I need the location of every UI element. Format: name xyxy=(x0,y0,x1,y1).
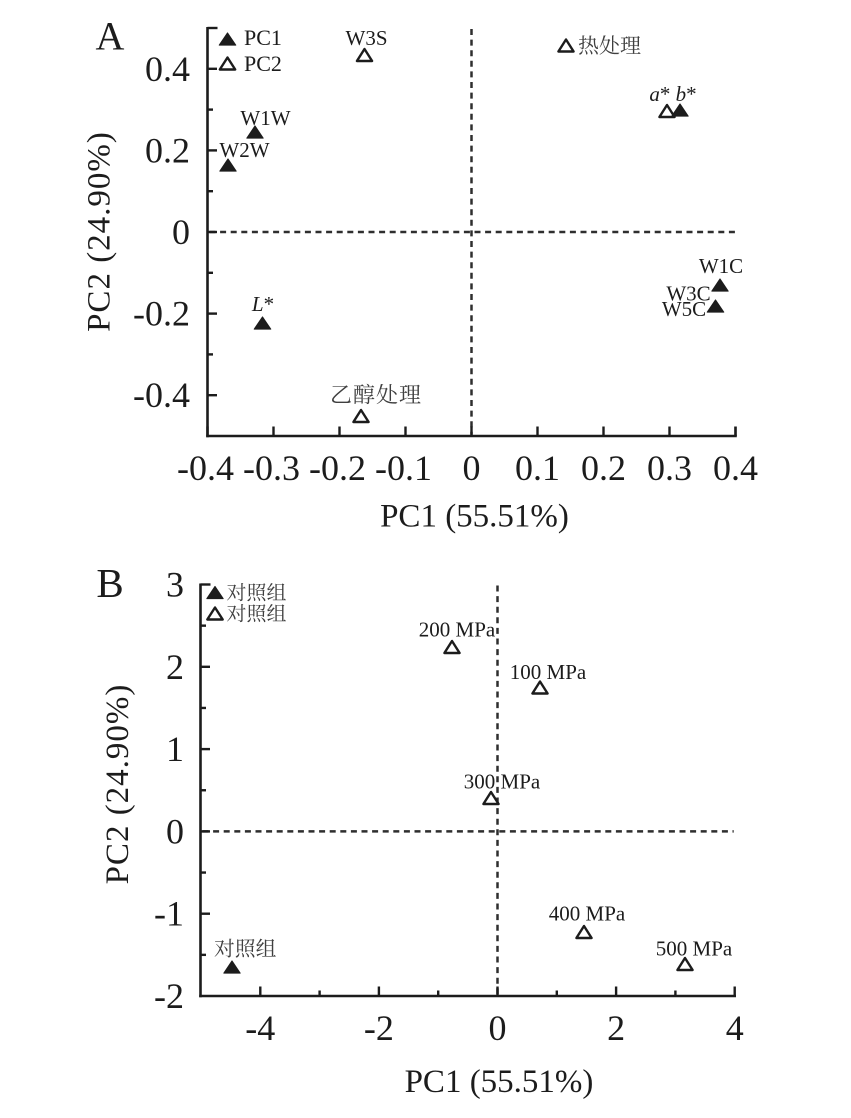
svg-text:0.2: 0.2 xyxy=(581,448,626,488)
svg-text:1: 1 xyxy=(166,729,184,769)
svg-text:0: 0 xyxy=(463,448,481,488)
svg-text:3: 3 xyxy=(166,565,184,605)
svg-text:-0.2: -0.2 xyxy=(133,294,190,334)
svg-text:L*: L* xyxy=(251,292,274,316)
svg-text:PC1 (55.51%): PC1 (55.51%) xyxy=(405,1064,594,1100)
svg-text:4: 4 xyxy=(726,1008,744,1048)
svg-text:B: B xyxy=(96,560,123,606)
svg-text:-1: -1 xyxy=(154,894,184,934)
svg-text:400 MPa: 400 MPa xyxy=(549,902,626,926)
svg-text:PC2: PC2 xyxy=(244,51,282,76)
svg-text:PC2 (24.90%): PC2 (24.90%) xyxy=(82,131,118,332)
svg-text:0.3: 0.3 xyxy=(647,448,692,488)
svg-text:PC1 (55.51%): PC1 (55.51%) xyxy=(380,499,569,535)
svg-text:0: 0 xyxy=(489,1008,507,1048)
svg-text:0.4: 0.4 xyxy=(713,448,758,488)
svg-text:PC2 (24.90%): PC2 (24.90%) xyxy=(100,684,136,885)
svg-text:300 MPa: 300 MPa xyxy=(464,770,541,794)
svg-text:-0.4: -0.4 xyxy=(177,448,234,488)
svg-text:0.1: 0.1 xyxy=(515,448,560,488)
svg-text:A: A xyxy=(96,14,125,59)
svg-text:-0.2: -0.2 xyxy=(309,448,366,488)
svg-text:0.2: 0.2 xyxy=(145,130,190,170)
svg-text:500 MPa: 500 MPa xyxy=(656,937,733,961)
svg-text:W2W: W2W xyxy=(219,138,269,162)
svg-text:0: 0 xyxy=(166,811,184,851)
svg-text:2: 2 xyxy=(166,647,184,687)
svg-text:0: 0 xyxy=(172,212,190,252)
svg-text:PC1: PC1 xyxy=(244,25,282,50)
svg-text:-0.1: -0.1 xyxy=(375,448,432,488)
svg-text:-0.3: -0.3 xyxy=(243,448,300,488)
svg-text:-2: -2 xyxy=(154,976,184,1016)
svg-text:-4: -4 xyxy=(245,1008,275,1048)
svg-text:W1W: W1W xyxy=(240,106,290,130)
svg-text:a* b*: a* b* xyxy=(649,82,696,106)
svg-text:100 MPa: 100 MPa xyxy=(510,660,587,684)
svg-text:W3S: W3S xyxy=(346,26,388,50)
svg-text:2: 2 xyxy=(607,1008,625,1048)
svg-text:W5C: W5C xyxy=(662,297,706,321)
svg-text:W1C: W1C xyxy=(699,254,743,278)
svg-text:200 MPa: 200 MPa xyxy=(419,618,496,642)
svg-text:W3C: W3C xyxy=(666,282,710,306)
svg-text:0.4: 0.4 xyxy=(145,49,190,89)
svg-text:-2: -2 xyxy=(364,1008,394,1048)
svg-text:-0.4: -0.4 xyxy=(133,375,190,415)
